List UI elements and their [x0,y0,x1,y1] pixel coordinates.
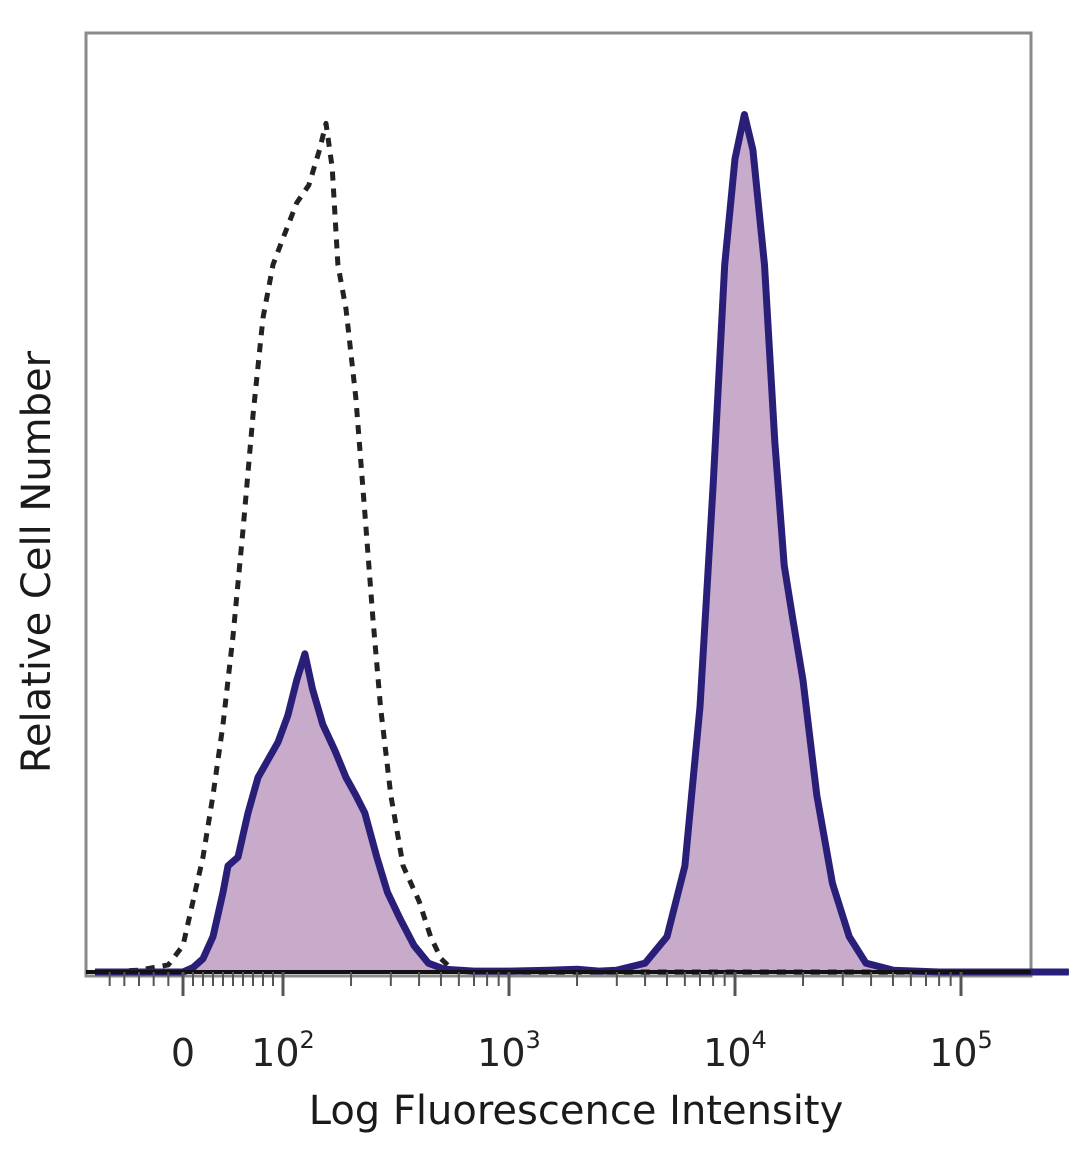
x-tick-label: 104 [703,1026,767,1075]
control-histogram-line [94,120,1069,975]
x-tick-label: 102 [251,1026,315,1075]
stained-histogram-line [95,111,1069,976]
x-tick-label: 103 [477,1026,541,1075]
series-layer [94,111,1069,976]
x-tick-layer [108,972,963,996]
plot-frame [84,31,1033,978]
x-tick-label: 0 [171,1031,195,1075]
x-axis-label: Log Fluorescence Intensity [309,1088,844,1134]
x-tick-label-layer: 0 102 103 104 105 [171,1026,993,1075]
x-tick-label: 105 [929,1026,993,1075]
y-axis-label: Relative Cell Number [14,350,60,773]
